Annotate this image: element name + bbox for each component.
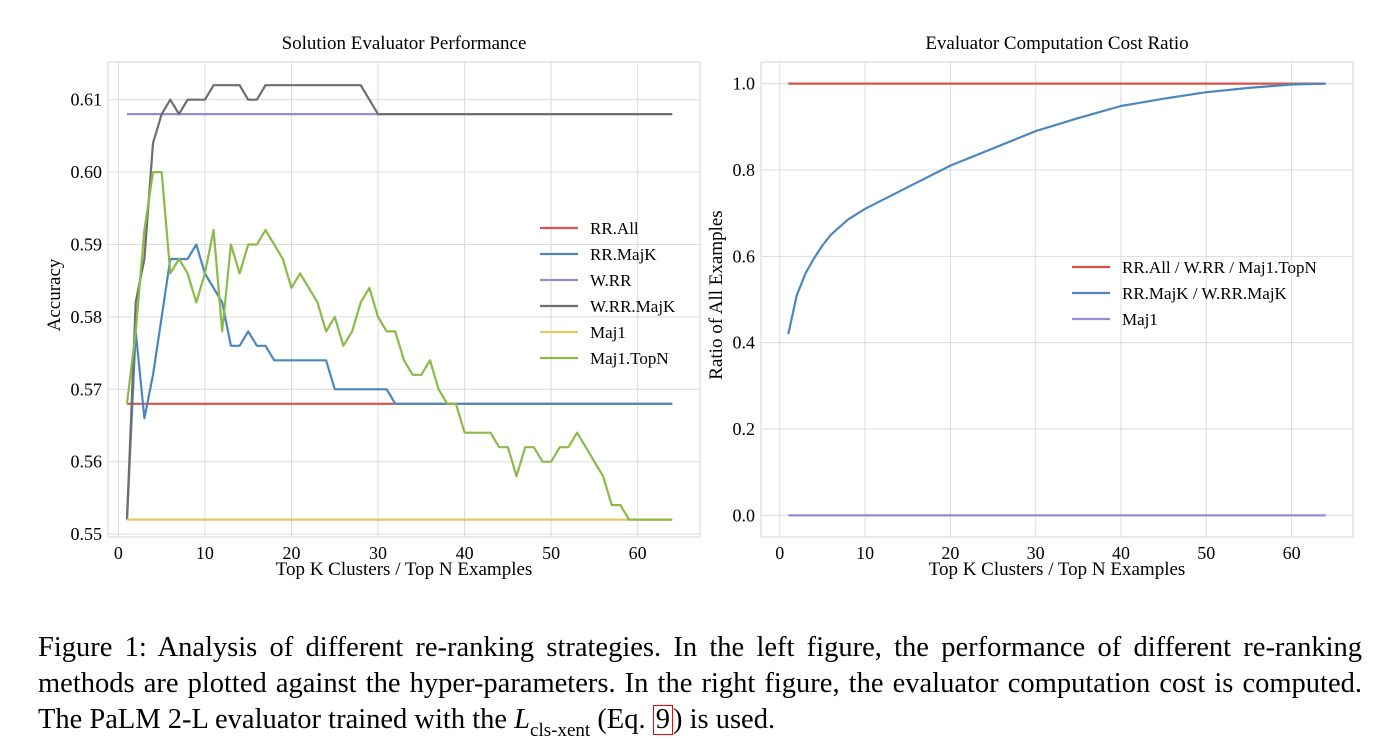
legend: RR.All / W.RR / Maj1.TopN RR.MajK / W.RR.… (1072, 258, 1317, 329)
y-axis-label: Accuracy (44, 258, 65, 331)
y-tick-label: 1.0 (733, 74, 756, 94)
figure-caption: Figure 1: Analysis of different re-ranki… (38, 630, 1362, 741)
y-tick-label: 0.2 (733, 419, 756, 439)
y-tick-label: 0.56 (71, 452, 103, 472)
x-tick-label: 0 (114, 543, 123, 563)
caption-text-3: ) is used. (672, 704, 776, 735)
x-tick-label: 10 (196, 543, 214, 563)
x-tick-label: 50 (1197, 543, 1215, 563)
caption-text-2: (Eq. (590, 704, 653, 735)
series-lines (125, 84, 673, 521)
legend-label: RR.MajK / W.RR.MajK (1122, 284, 1288, 303)
legend-label: Maj1 (1122, 310, 1158, 329)
series-line-w-rr-majk (125, 84, 673, 520)
y-tick-label: 0.59 (71, 234, 103, 254)
y-axis-label: Ratio of All Examples (706, 210, 727, 379)
y-tick-label: 0.57 (71, 379, 103, 399)
x-tick-label: 50 (542, 543, 560, 563)
x-tick-label: 0 (775, 543, 784, 563)
x-tick-label: 20 (941, 543, 959, 563)
y-tick-label: 0.60 (71, 162, 103, 182)
x-tick-label: 20 (282, 543, 300, 563)
legend-label: RR.All (590, 219, 639, 238)
x-tick-label: 30 (1027, 543, 1045, 563)
loss-symbol: L (514, 704, 531, 735)
x-tick-label: 60 (629, 543, 647, 563)
x-tick-labels: 0 10 20 30 40 50 60 (114, 543, 647, 563)
y-tick-label: 0.6 (733, 246, 756, 266)
plot-area (107, 61, 701, 538)
y-tick-label: 0.8 (733, 160, 756, 180)
y-tick-label: 0.0 (733, 505, 756, 525)
left-chart: 0 10 20 30 40 50 60 0.550.560.570.580.590.600.… (44, 33, 701, 580)
legend-label: RR.All / W.RR / Maj1.TopN (1122, 258, 1317, 277)
y-tick-label: 0.55 (71, 524, 103, 544)
chart-title: Solution Evaluator Performance (282, 33, 527, 54)
plot-area (760, 61, 1354, 538)
legend-label: Maj1 (590, 323, 626, 342)
series-line-rr-majk (125, 243, 673, 520)
legend-label: W.RR.MajK (590, 297, 676, 316)
figure: 0 10 20 30 40 50 60 0.550.560.570.580.590.600.… (44, 33, 1354, 580)
caption-text: Figure 1: Analysis of different re-ranki… (38, 632, 1362, 735)
series-lines (787, 82, 1326, 517)
x-tick-label: 60 (1283, 543, 1301, 563)
y-tick-label: 0.61 (71, 90, 103, 110)
series-line-maj1-topn (125, 171, 673, 521)
legend-label: RR.MajK (590, 245, 657, 264)
y-tick-labels: 0.55 0.56 0.57 0.58 0.59 0.60 0.61 (71, 90, 103, 544)
x-tick-label: 10 (856, 543, 874, 563)
series-line-rr-majk-w-rr-majk (787, 82, 1326, 335)
x-axis-label: Top K Clusters / Top N Examples (276, 559, 533, 580)
y-tick-label: 0.58 (71, 307, 103, 327)
equation-link[interactable]: 9 (652, 705, 673, 735)
grid (108, 62, 700, 537)
right-chart: 0 10 20 30 40 50 60 0.0 0.2 0.4 0.6 0.8 1.0 Evaluat… (706, 33, 1354, 580)
legend-label: W.RR (590, 271, 632, 290)
chart-title: Evaluator Computation Cost Ratio (925, 33, 1188, 54)
y-tick-labels: 0.0 0.2 0.4 0.6 0.8 1.0 (733, 74, 756, 526)
legend-label: Maj1.TopN (590, 349, 669, 368)
x-axis-label: Top K Clusters / Top N Examples (929, 559, 1186, 580)
x-tick-label: 40 (1112, 543, 1130, 563)
legend: RR.All RR.MajK W.RR W.RR.MajK Maj1 Maj1.TopN (540, 219, 676, 368)
loss-subscript: cls-xent (530, 720, 591, 741)
y-tick-label: 0.4 (733, 333, 756, 353)
x-tick-label: 40 (456, 543, 474, 563)
x-tick-labels: 0 10 20 30 40 50 60 (775, 543, 1300, 563)
x-tick-label: 30 (369, 543, 387, 563)
